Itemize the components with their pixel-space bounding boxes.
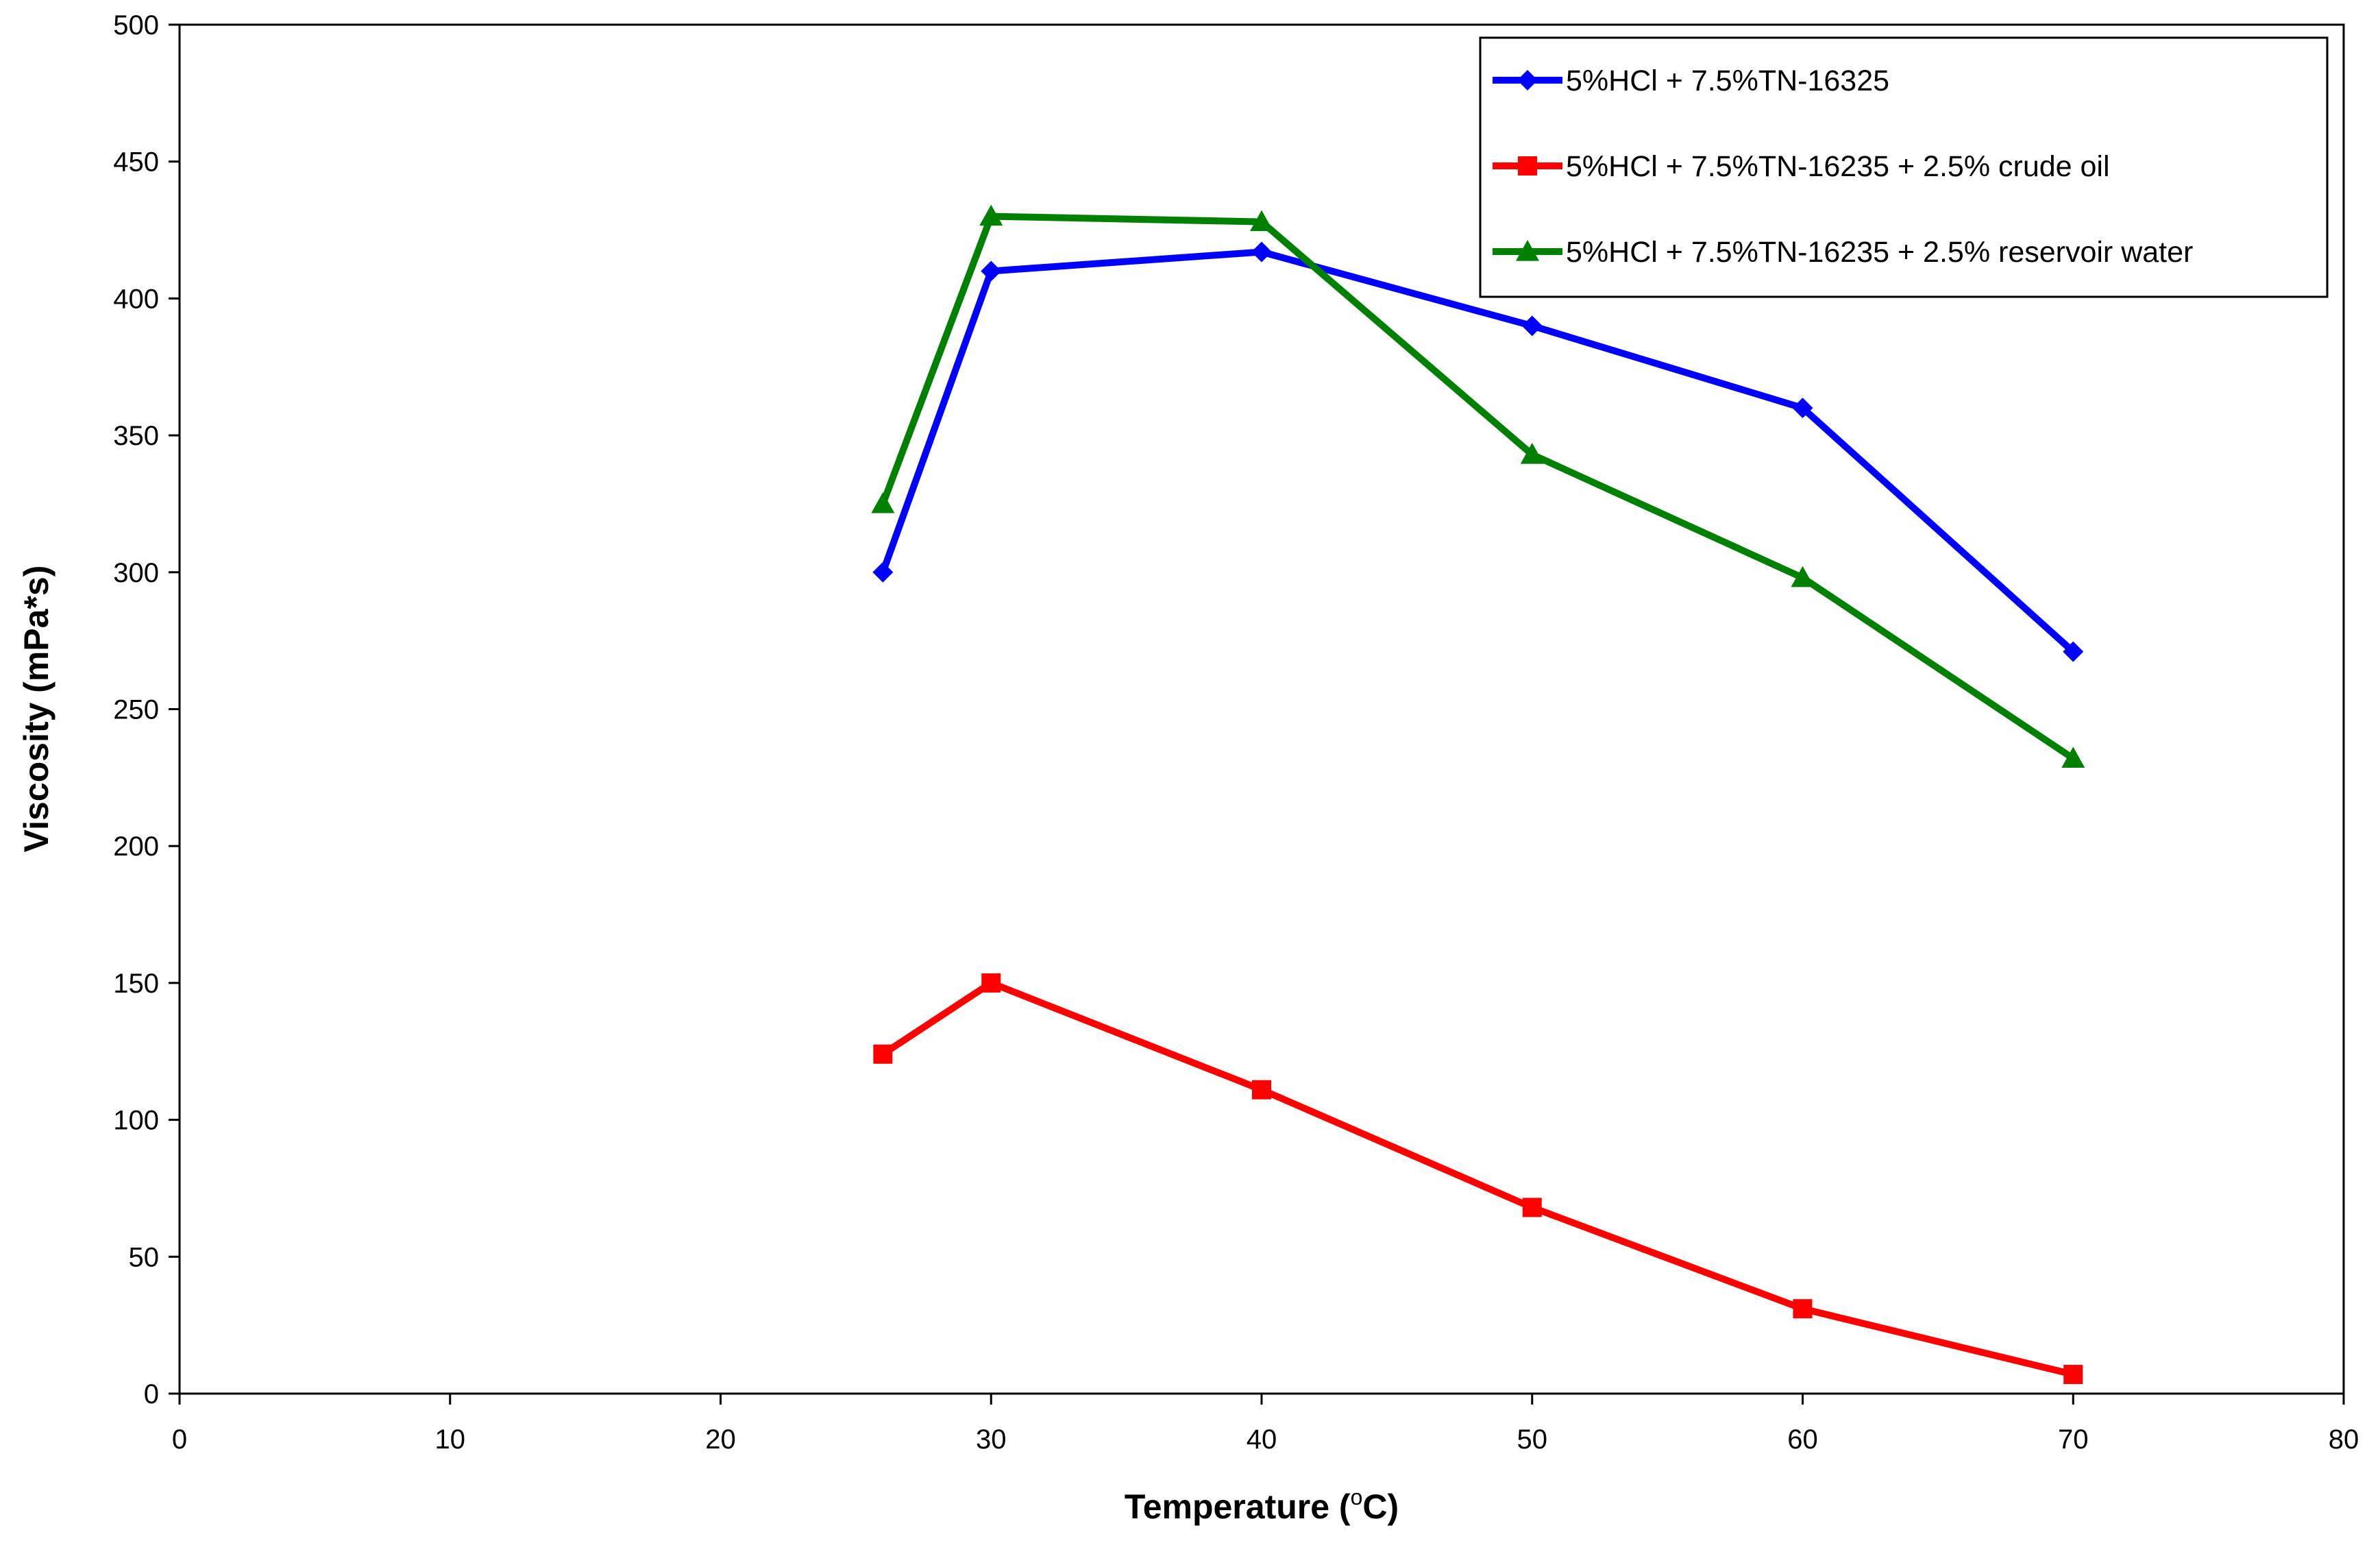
data-point [1793, 1299, 1813, 1319]
x-tick-label: 30 [976, 1424, 1007, 1455]
x-tick-label: 0 [172, 1424, 187, 1455]
x-tick-label: 70 [2058, 1424, 2089, 1455]
data-point [1250, 210, 1273, 232]
series-line [881, 979, 2074, 1378]
y-tick-label: 450 [113, 147, 159, 178]
x-axis-title-main: Temperature ( [1125, 1488, 1351, 1526]
series-1 [872, 241, 2084, 662]
data-point [871, 492, 895, 513]
data-point [1792, 398, 1813, 419]
data-point [2061, 747, 2085, 768]
legend-label: 5%HCl + 7.5%TN-16325 [1566, 64, 1889, 97]
y-axis-title: Viscosity (mPa*s) [17, 566, 56, 853]
data-point [872, 561, 894, 583]
data-point [1522, 1198, 1542, 1217]
legend-marker [1517, 70, 1538, 90]
x-tick-label: 40 [1247, 1424, 1277, 1455]
y-tick-label: 400 [113, 284, 159, 314]
x-axis-title-sup: o [1351, 1485, 1363, 1509]
data-point [873, 1044, 893, 1064]
data-point [981, 260, 1002, 282]
x-axis-ticks: 0 10 20 30 40 50 60 70 80 [172, 1394, 2359, 1455]
y-tick-label: 100 [113, 1106, 159, 1136]
data-point [1520, 443, 1544, 464]
series-2 [873, 973, 2083, 1385]
x-tick-label: 20 [705, 1424, 736, 1455]
series-layer [871, 204, 2085, 1385]
x-tick-label: 50 [1517, 1424, 1548, 1455]
legend-marker [1518, 156, 1537, 175]
legend-label: 5%HCl + 7.5%TN-16235 + 2.5% crude oil [1566, 150, 2110, 183]
data-point [2063, 1365, 2083, 1385]
x-tick-label: 80 [2329, 1424, 2359, 1455]
legend: 5%HCl + 7.5%TN-16325 5%HCl + 7.5%TN-16235… [1479, 36, 2329, 298]
data-point [2063, 641, 2084, 662]
data-point [981, 973, 1001, 993]
y-tick-label: 200 [113, 832, 159, 862]
x-axis-title-end: C) [1362, 1488, 1399, 1526]
data-point [979, 204, 1003, 226]
y-tick-label: 350 [113, 421, 159, 451]
data-point [1252, 1080, 1271, 1100]
legend-marker [1516, 240, 1539, 261]
legend-items: 5%HCl + 7.5%TN-16325 5%HCl + 7.5%TN-16235… [1493, 64, 2193, 269]
y-tick-label: 250 [113, 695, 159, 725]
y-axis-ticks: 0 50 100 150 200 250 300 350 400 450 500 [113, 10, 180, 1409]
data-point [1251, 241, 1272, 263]
x-tick-label: 60 [1787, 1424, 1818, 1455]
series-line [879, 248, 2076, 655]
y-tick-label: 300 [113, 558, 159, 588]
y-tick-label: 500 [113, 10, 159, 40]
legend-entry: 5%HCl + 7.5%TN-16235 + 2.5% crude oil [1493, 150, 2110, 183]
legend-box [1479, 36, 2329, 298]
x-axis-title: Temperature (oC) [1125, 1485, 1399, 1526]
series-line [879, 213, 2076, 762]
legend-label: 5%HCl + 7.5%TN-16235 + 2.5% reservoir wa… [1566, 236, 2193, 269]
legend-entry: 5%HCl + 7.5%TN-16325 [1493, 64, 1889, 97]
data-point [1521, 315, 1543, 337]
data-point [1791, 566, 1815, 587]
series-3 [871, 204, 2085, 768]
y-tick-label: 0 [144, 1379, 159, 1409]
y-tick-label: 50 [129, 1242, 160, 1272]
legend-entry: 5%HCl + 7.5%TN-16235 + 2.5% reservoir wa… [1493, 236, 2193, 269]
y-tick-label: 150 [113, 969, 159, 999]
x-tick-label: 10 [435, 1424, 466, 1455]
